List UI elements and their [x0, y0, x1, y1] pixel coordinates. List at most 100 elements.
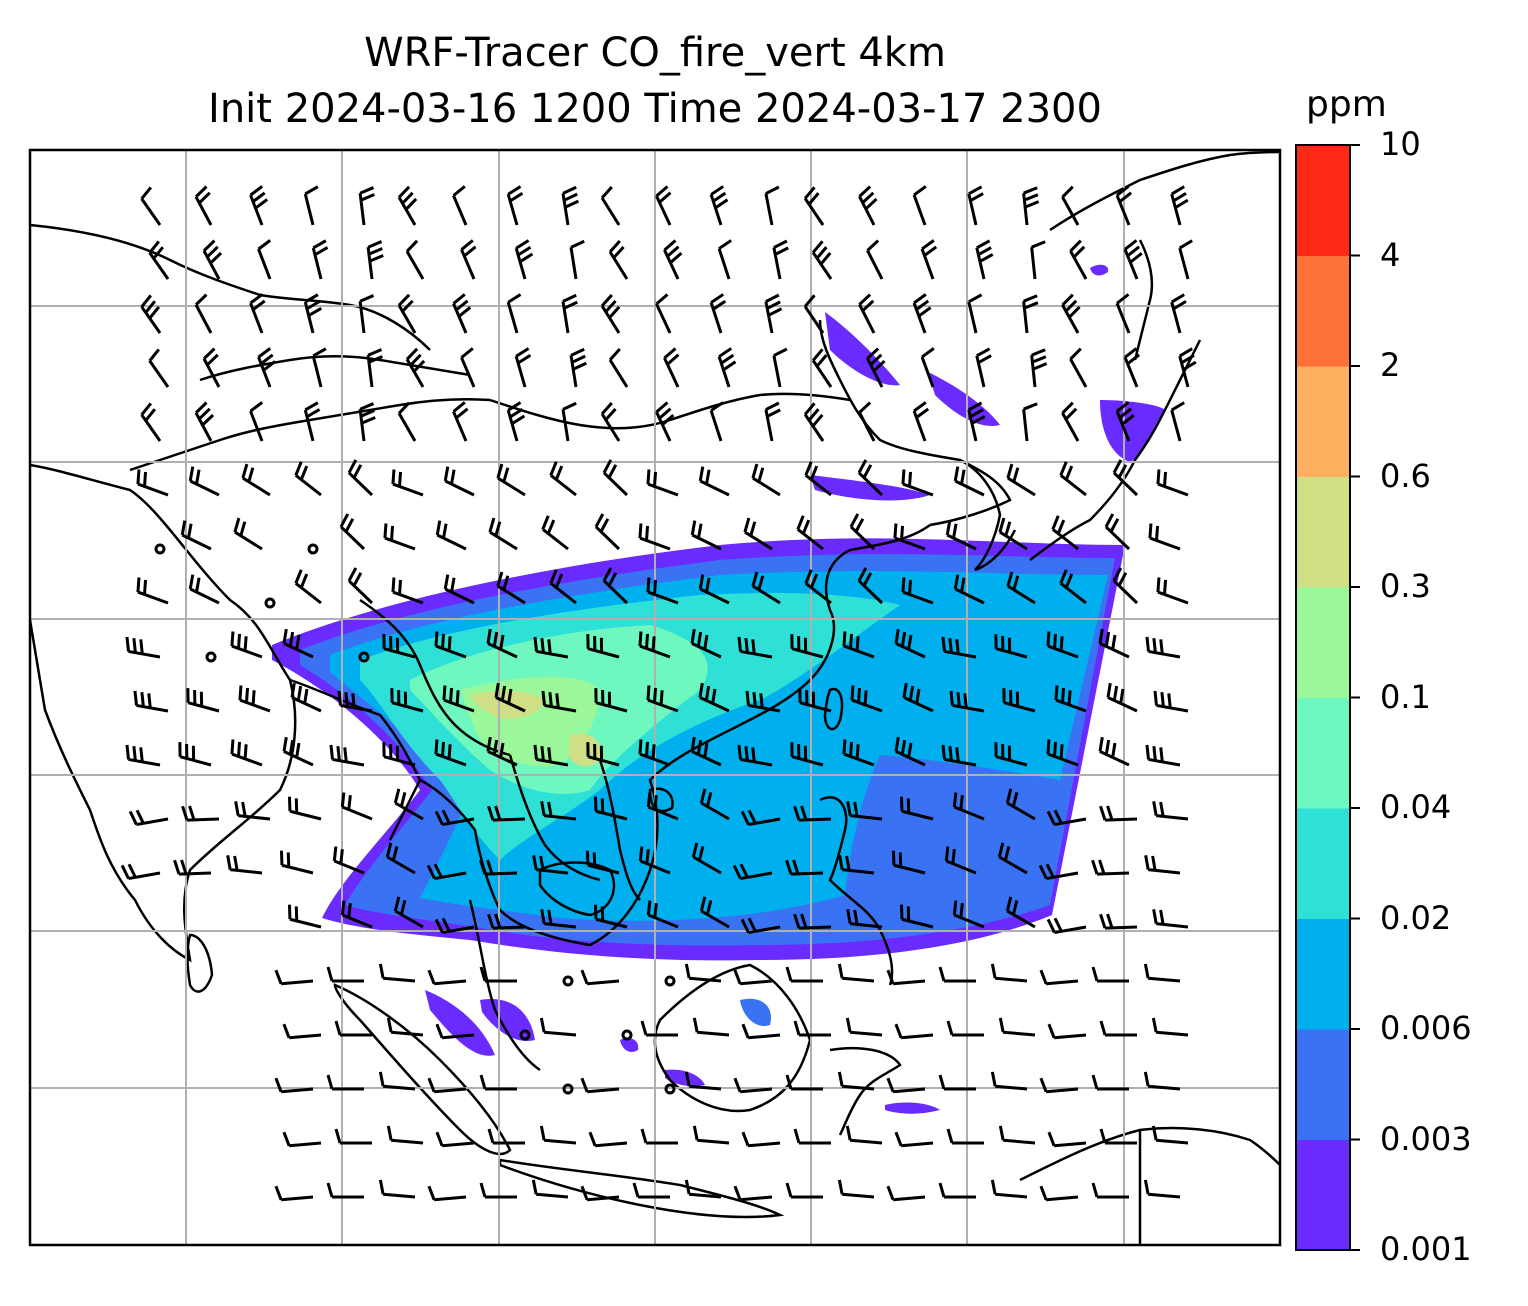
wind-barb [699, 896, 730, 929]
wind-barb [188, 574, 220, 605]
wind-barb [698, 466, 730, 497]
wind-barb [531, 1179, 569, 1199]
coast-borneo [653, 963, 812, 1113]
wind-barb [593, 904, 628, 929]
wind-barb [426, 863, 467, 881]
wind-barb [1047, 1023, 1087, 1040]
wind-barb [1151, 1125, 1189, 1145]
wind-barb [1145, 744, 1181, 767]
wind-barb [496, 463, 526, 497]
wind-barb [600, 186, 621, 226]
wind-barb [1022, 186, 1040, 226]
wind-barb [838, 855, 875, 875]
wind-barb [382, 634, 416, 659]
wind-barb [382, 742, 416, 767]
wind-barb [443, 574, 475, 605]
wind-barb [390, 688, 424, 713]
wind-barb-calm [664, 1083, 676, 1095]
wind-barb [506, 293, 522, 334]
wind-barb [282, 1131, 322, 1148]
wind-barb [990, 1179, 1028, 1199]
wind-barb [140, 186, 162, 226]
wind-barb [282, 736, 314, 767]
coast-india [30, 463, 297, 963]
wind-barb [533, 744, 569, 767]
wind-barb [946, 1128, 984, 1145]
wind-barb [952, 900, 985, 929]
wind-barb [434, 809, 475, 827]
wind-barb [1123, 347, 1141, 388]
wind-barb [1115, 401, 1135, 442]
wind-barb [479, 966, 517, 983]
wind-barb [1106, 682, 1138, 713]
wind-barb [811, 240, 833, 280]
wind-barb [1170, 293, 1187, 334]
wind-barb [850, 685, 883, 713]
wind-barb [580, 1077, 620, 1094]
wind-barb [287, 796, 322, 821]
wind-barb [326, 966, 364, 983]
wind-barb [1091, 1182, 1129, 1199]
wind-barb [998, 1017, 1036, 1037]
wind-barb [733, 1185, 773, 1202]
wind-barb [886, 969, 926, 986]
coast-japan [1029, 339, 1202, 562]
wind-barb [181, 805, 220, 822]
wind-barb [479, 1182, 517, 1199]
colorbar-segment [1296, 476, 1350, 588]
wind-barb [506, 401, 526, 442]
border-6 [598, 759, 641, 901]
north-patch-4 [1090, 264, 1109, 276]
wind-barb [1099, 1020, 1137, 1037]
wind-barb [125, 636, 161, 659]
wind-barb [1091, 966, 1129, 983]
coast-sumatra [333, 983, 512, 1156]
wind-barb [366, 240, 384, 280]
colorbar-tick-label: 10 [1380, 125, 1421, 163]
coast-korea [959, 458, 1017, 572]
wind-barb [334, 1020, 372, 1037]
wind-barb [358, 186, 375, 226]
wind-barb [920, 239, 938, 280]
wind-barb [990, 963, 1028, 983]
wind-barb [732, 863, 773, 881]
coast-china [818, 319, 1012, 527]
colorbar-tick-label: 0.04 [1380, 788, 1452, 826]
wind-barb [347, 567, 374, 605]
wind-barb [460, 347, 476, 388]
wind-barb [125, 744, 161, 767]
wind-barb [733, 969, 773, 986]
wind-barb [397, 401, 417, 442]
wind-barb [378, 1179, 416, 1199]
wind-barb [858, 293, 876, 334]
wind-barb [764, 401, 781, 442]
wind-barb [899, 904, 934, 929]
wind-barb [148, 240, 170, 280]
wind-barb [894, 628, 926, 659]
wind-barb [1112, 567, 1139, 605]
wind-barb [842, 739, 875, 767]
wind-barb [717, 347, 737, 388]
wind-barb [608, 348, 629, 388]
wind-barb [946, 1020, 984, 1037]
wind-barb [901, 469, 934, 497]
wind-barb [506, 185, 524, 226]
wind-barb [234, 801, 271, 821]
wind-barb [866, 239, 884, 280]
wind-barb [692, 1017, 730, 1037]
wind-barb [655, 185, 672, 226]
colorbar-segment [1296, 808, 1350, 919]
wind-barb [638, 523, 671, 551]
wind-barb [994, 742, 1028, 767]
wind-barb [793, 1020, 831, 1037]
wind-barb [249, 185, 269, 226]
wind-barb [1178, 347, 1197, 388]
wind-barb [427, 969, 467, 986]
wind-barb [202, 239, 223, 280]
colorbar-segment [1296, 918, 1350, 1030]
wind-barb [1143, 1071, 1181, 1091]
wind-barb [249, 401, 264, 442]
wind-barb [427, 1185, 467, 1202]
wind-barb [585, 850, 620, 875]
colorbar-tick-label: 0.006 [1380, 1009, 1472, 1047]
